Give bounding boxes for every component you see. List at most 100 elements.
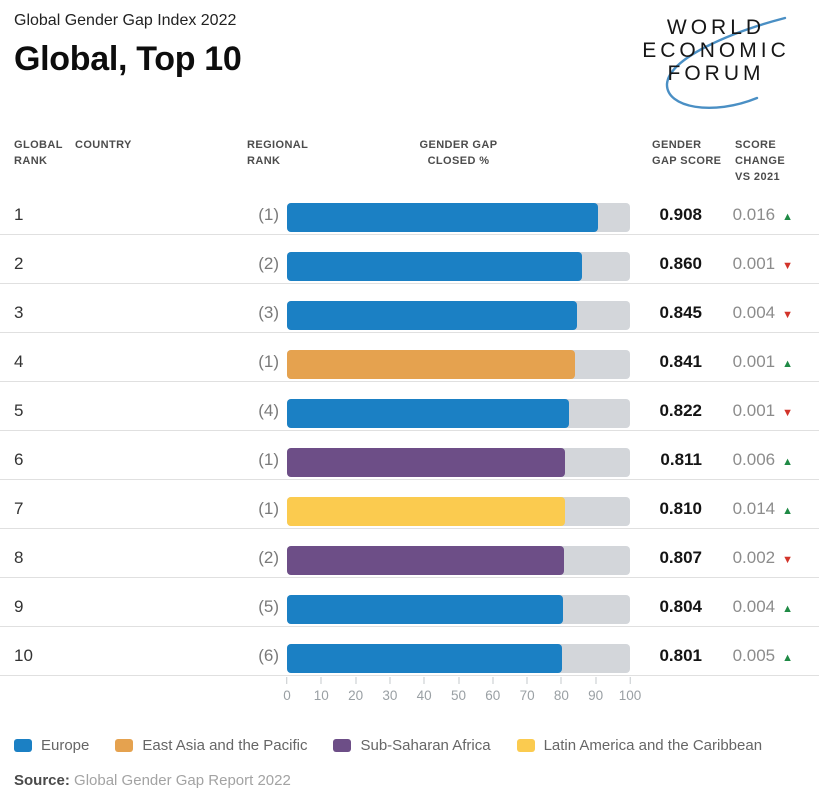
gap-bar-fill [287, 497, 565, 526]
triangle-up-icon: ▲ [782, 505, 793, 517]
table-row: 5 (4) 0.822 0.001 ▼ [0, 382, 819, 431]
regional-rank-cell: (1) [258, 499, 279, 518]
score-change-cell: 0.004 ▲ [720, 597, 819, 626]
country-cell [75, 323, 247, 332]
legend-label: Europe [41, 736, 90, 754]
wef-swoosh-icon [665, 16, 787, 110]
country-cell [75, 470, 247, 479]
axis-tick: 60 [485, 676, 500, 703]
col-header-score-change: SCORE CHANGE VS 2021 [735, 139, 786, 183]
global-rank-cell: 7 [14, 499, 24, 518]
legend-swatch-icon [115, 738, 134, 752]
score-cell: 0.860 [659, 254, 702, 273]
axis-tick: 0 [283, 676, 291, 703]
score-change-value: 0.014 [732, 499, 776, 518]
source-line: Source: Global Gender Gap Report 2022 [0, 772, 819, 789]
score-change-cell: 0.006 ▲ [720, 450, 819, 479]
triangle-down-icon: ▼ [782, 309, 793, 321]
wef-logo-line: WORLD [666, 16, 766, 39]
gap-bar-fill [287, 301, 577, 330]
legend-swatch-icon [516, 738, 535, 752]
country-cell [75, 372, 247, 381]
score-change-value: 0.004 [732, 597, 776, 616]
col-header-global-rank: GLOBAL RANK [14, 139, 63, 167]
global-rank-cell: 8 [14, 548, 24, 567]
regional-rank-cell: (1) [258, 205, 279, 224]
legend-item: East Asia and the Pacific [115, 737, 307, 754]
table-row: 7 (1) 0.810 0.014 ▲ [0, 480, 819, 529]
global-rank-cell: 4 [14, 352, 24, 371]
gap-bar-fill [287, 595, 563, 624]
gap-bar-track [287, 644, 630, 673]
axis-tick: 30 [382, 676, 397, 703]
country-cell [75, 617, 247, 626]
legend-swatch-icon [333, 738, 352, 752]
table-row: 6 (1) 0.811 0.006 ▲ [0, 431, 819, 480]
gap-bar-track [287, 350, 630, 379]
gap-bar-track [287, 595, 630, 624]
score-cell: 0.807 [659, 548, 702, 567]
gap-bar-track [287, 203, 630, 232]
score-change-cell: 0.001 ▼ [720, 401, 819, 430]
score-cell: 0.804 [659, 597, 702, 616]
gap-bar-fill [287, 546, 564, 575]
score-cell: 0.845 [659, 303, 702, 322]
gap-bar-track [287, 497, 630, 526]
table-row: 4 (1) 0.841 0.001 ▲ [0, 333, 819, 382]
axis-tick: 10 [314, 676, 329, 703]
gap-bar-fill [287, 399, 569, 428]
score-change-cell: 0.002 ▼ [720, 548, 819, 577]
legend-item: Sub-Saharan Africa [333, 736, 491, 754]
legend-swatch-icon [14, 738, 32, 752]
score-cell: 0.841 [659, 352, 702, 371]
global-rank-cell: 5 [14, 401, 24, 420]
legend-label: Sub-Saharan Africa [360, 736, 491, 754]
regional-rank-cell: (4) [258, 401, 279, 420]
gap-bar-track [287, 252, 630, 281]
score-change-value: 0.001 [732, 352, 776, 371]
gap-bar-track [287, 546, 630, 575]
triangle-up-icon: ▲ [782, 652, 793, 664]
score-change-cell: 0.016 ▲ [720, 205, 819, 234]
table-row: 10 (6) 0.801 0.005 ▲ [0, 627, 819, 676]
country-cell [75, 225, 247, 234]
score-change-cell: 0.005 ▲ [720, 646, 819, 675]
triangle-down-icon: ▼ [782, 407, 793, 419]
score-change-value: 0.001 [732, 401, 776, 420]
country-cell [75, 274, 247, 283]
regional-rank-cell: (1) [258, 450, 279, 469]
table-row: 3 (3) 0.845 0.004 ▼ [0, 284, 819, 333]
gap-bar-track [287, 301, 630, 330]
axis-tick: 90 [588, 676, 603, 703]
table-row: 9 (5) 0.804 0.004 ▲ [0, 578, 819, 627]
gap-bar-fill [287, 644, 562, 673]
legend: Europe East Asia and the Pacific Sub-Sah… [0, 734, 819, 756]
axis-tick: 100 [619, 676, 641, 703]
table-header-row: GLOBAL RANK COUNTRY REGIONAL RANK GENDER… [0, 136, 819, 186]
country-cell [75, 421, 247, 430]
triangle-down-icon: ▼ [782, 554, 793, 566]
score-cell: 0.810 [659, 499, 702, 518]
header: Global Gender Gap Index 2022 Global, Top… [0, 12, 819, 136]
regional-rank-cell: (3) [258, 303, 279, 322]
score-change-cell: 0.001 ▲ [720, 352, 819, 381]
score-change-cell: 0.004 ▼ [720, 303, 819, 332]
axis-tick: 40 [417, 676, 432, 703]
source-text: Global Gender Gap Report 2022 [74, 772, 291, 789]
country-cell [75, 666, 247, 675]
legend-label: East Asia and the Pacific [142, 736, 308, 754]
wef-logo-text: WORLD ECONOMIC FORUM [627, 12, 805, 85]
global-rank-cell: 6 [14, 450, 24, 469]
score-change-cell: 0.014 ▲ [720, 499, 819, 528]
axis-tick: 20 [348, 676, 363, 703]
legend-item: Latin America and the Caribbean [516, 737, 762, 754]
col-header-country: COUNTRY [75, 139, 132, 151]
score-cell: 0.811 [660, 450, 702, 469]
table-body: 1 (1) 0.908 0.016 ▲ 2 (2) 0.860 0.001 ▼ … [0, 186, 819, 676]
wef-logo-line: ECONOMIC [642, 39, 790, 63]
source-label: Source: [14, 772, 70, 789]
score-change-value: 0.006 [732, 450, 776, 469]
col-header-gap-score: GENDER GAP SCORE [652, 139, 722, 167]
score-change-value: 0.002 [732, 548, 776, 567]
